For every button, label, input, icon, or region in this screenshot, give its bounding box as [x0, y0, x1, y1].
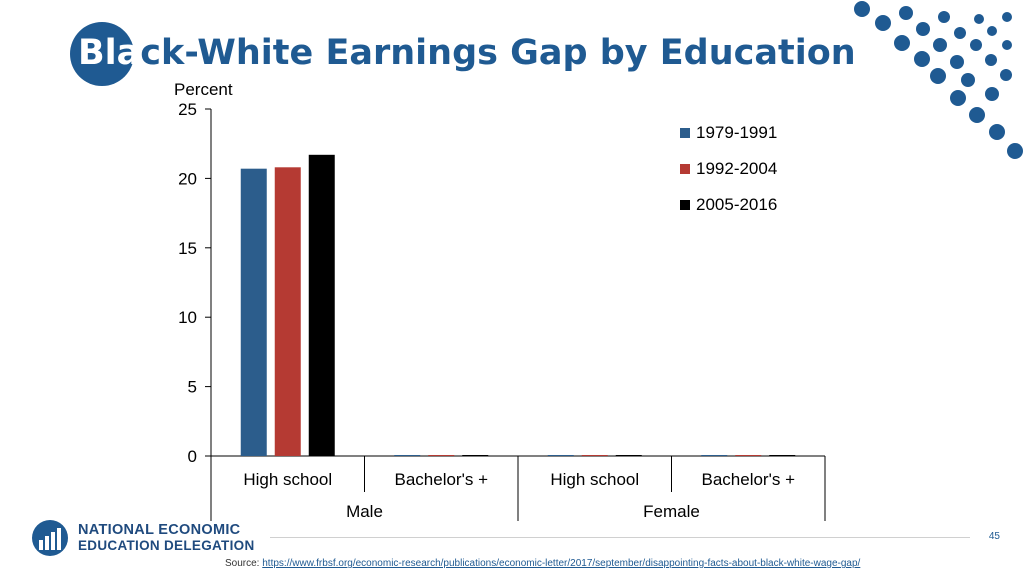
decorative-dot	[933, 38, 947, 52]
bar-2005-2016	[769, 455, 796, 456]
source-link[interactable]: https://www.frbsf.org/economic-research/…	[262, 558, 861, 569]
y-tick-label: 0	[188, 447, 197, 466]
legend-label: 2005-2016	[696, 195, 777, 214]
org-name-line-2: EDUCATION DELEGATION	[78, 538, 255, 553]
corner-dot-pattern	[854, 1, 1023, 159]
bar-1992-2004	[274, 167, 301, 456]
decorative-dot	[914, 51, 930, 67]
bar-1979-1991	[394, 455, 421, 456]
y-tick-label: 25	[178, 100, 197, 119]
bar-1992-2004	[735, 455, 762, 456]
slide-title: Black-White Earnings Gap by Education	[78, 30, 856, 76]
page-number: 45	[988, 531, 1000, 542]
decorative-dot	[987, 26, 997, 36]
decorative-dot	[970, 39, 982, 51]
x-group-label: Male	[346, 502, 383, 521]
decorative-dot	[985, 54, 997, 66]
decorative-dot	[938, 11, 950, 23]
bar-2005-2016	[308, 154, 335, 456]
decorative-dot	[875, 15, 891, 31]
x-category-label: Bachelor's +	[395, 470, 489, 489]
bar-1979-1991	[240, 168, 267, 456]
slide-title-part-1: Bla	[78, 33, 141, 73]
decorative-dot	[961, 73, 975, 87]
decorative-dot	[989, 124, 1005, 140]
y-tick-label: 5	[188, 378, 197, 397]
decorative-dot	[974, 14, 984, 24]
legend-label: 1979-1991	[696, 123, 777, 142]
y-tick-label: 15	[178, 239, 197, 258]
y-tick-label: 10	[178, 308, 197, 327]
title-accent-circle	[70, 22, 134, 86]
decorative-dot	[954, 27, 966, 39]
decorative-dot	[916, 22, 930, 36]
x-category-label: Bachelor's +	[702, 470, 796, 489]
x-group-label: Female	[643, 502, 700, 521]
footer-divider	[270, 537, 970, 538]
x-category-label: High school	[243, 470, 332, 489]
decorative-dot	[1002, 12, 1012, 22]
decorative-dot	[969, 107, 985, 123]
legend-label: 1992-2004	[696, 159, 777, 178]
legend-swatch	[680, 200, 690, 210]
decorative-dot	[985, 87, 999, 101]
legend-swatch	[680, 128, 690, 138]
ne-ed-logo-icon	[32, 520, 68, 556]
decorative-dot	[854, 1, 870, 17]
y-axis-title: Percent	[174, 80, 233, 99]
decorative-dot	[1000, 69, 1012, 81]
slide-title-part-2: ck-White Earnings Gap by Education	[140, 33, 856, 73]
bar-1992-2004	[581, 455, 608, 456]
decorative-dot	[930, 68, 946, 84]
y-tick-label: 20	[178, 169, 197, 188]
source-line: Source: https://www.frbsf.org/economic-r…	[225, 558, 860, 569]
decorative-dot	[899, 6, 913, 20]
decorative-dot	[1007, 143, 1023, 159]
decorative-dot	[1002, 40, 1012, 50]
decorative-dot	[950, 90, 966, 106]
legend-swatch	[680, 164, 690, 174]
decorative-dot	[950, 55, 964, 69]
bar-1979-1991	[547, 455, 574, 456]
source-label: Source:	[225, 558, 263, 569]
bar-2005-2016	[615, 455, 642, 456]
bar-2005-2016	[462, 455, 489, 456]
bar-1979-1991	[701, 455, 728, 456]
bar-1992-2004	[428, 455, 455, 456]
x-category-label: High school	[550, 470, 639, 489]
decorative-dot	[894, 35, 910, 51]
org-name-line-1: NATIONAL ECONOMIC	[78, 522, 241, 538]
